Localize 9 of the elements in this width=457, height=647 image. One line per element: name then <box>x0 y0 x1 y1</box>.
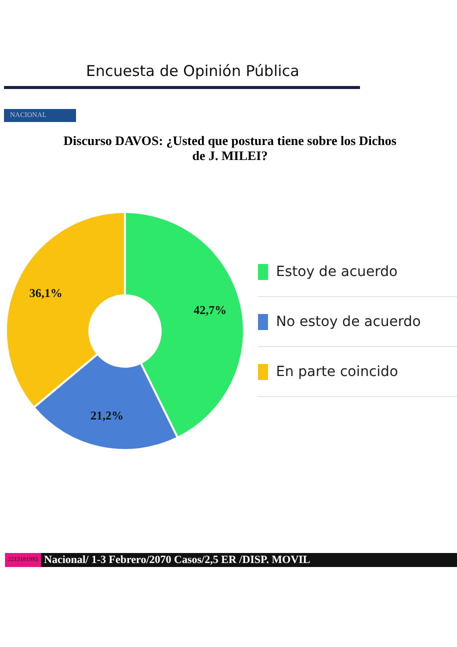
legend-label: Estoy de acuerdo <box>276 264 398 280</box>
legend-label: No estoy de acuerdo <box>276 314 421 330</box>
data-label: 42,7% <box>194 303 227 318</box>
chart-subtitle: Encuesta de Opinión Pública <box>86 62 300 80</box>
data-label: 21,2% <box>90 408 124 423</box>
text: Nacional/ 1-3 Febrero/2070 Casos/2,5 ER /DISP. MOVIL <box>44 554 310 566</box>
chart-title: Discurso DAVOS: ¿Usted que postura tiene sobre los Dichos de J. MILEI? <box>62 133 398 163</box>
data-label: 36,1% <box>29 286 62 300</box>
legend-label: En parte coincido <box>276 364 398 380</box>
